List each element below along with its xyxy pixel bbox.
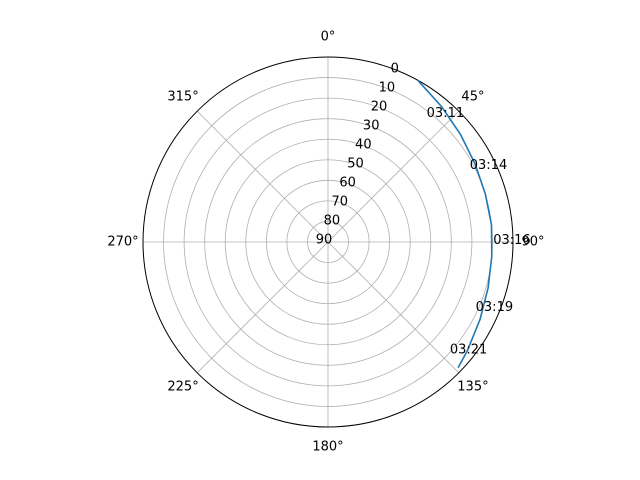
theta-tick-label: 0°	[321, 30, 336, 45]
r-tick-label: 30	[363, 119, 380, 134]
r-tick-label: 10	[379, 81, 396, 96]
r-tick-label: 20	[371, 100, 388, 115]
angular-gridline	[196, 241, 329, 374]
theta-tick-label: 225°	[167, 379, 198, 394]
polar-grid	[142, 56, 514, 428]
r-tick-label: 0	[391, 62, 399, 77]
series-line	[417, 79, 493, 369]
label-layer: 0° 45° 90° 135° 180° 225° 270° 315° 0 10 20 30 40 50 6…	[107, 30, 544, 455]
r-tick-label: 70	[331, 195, 348, 210]
r-tick-label: 80	[324, 214, 341, 229]
theta-tick-label: 270°	[107, 235, 138, 250]
time-annotation: 03:14	[470, 158, 507, 173]
theta-tick-label: 180°	[312, 440, 343, 455]
r-tick-label: 60	[339, 176, 356, 191]
time-annotation: 03:21	[450, 342, 487, 357]
theta-tick-label: 90°	[521, 235, 544, 250]
r-tick-label: 50	[347, 157, 364, 172]
time-annotation: 03:11	[427, 106, 464, 121]
r-tick-label: 40	[355, 138, 372, 153]
series-layer	[417, 79, 493, 369]
polar-frame	[142, 56, 514, 428]
time-annotation: 03:16	[493, 233, 530, 248]
angular-gridline	[196, 110, 329, 243]
time-annotation: 03:19	[476, 300, 513, 315]
angular-gridline	[327, 110, 460, 243]
r-tick-label: 90	[316, 233, 333, 248]
theta-tick-label: 45°	[461, 90, 484, 105]
angular-gridline	[327, 241, 460, 374]
theta-tick-label: 315°	[167, 90, 198, 105]
theta-tick-label: 135°	[457, 379, 488, 394]
